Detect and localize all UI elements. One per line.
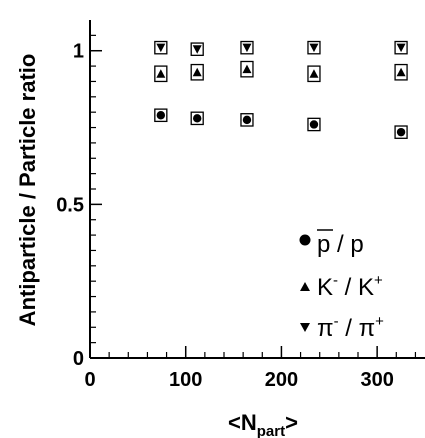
legend-label-pbar-p: p / p: [317, 231, 364, 258]
x-tick-label: 100: [169, 369, 202, 391]
plot-frame: [89, 20, 425, 359]
legend-marker-triangle-down: [300, 323, 310, 332]
point-pim_pip: [242, 43, 252, 53]
point-km_kp: [156, 69, 166, 78]
point-pbar_p: [396, 127, 406, 137]
point-pim_pip: [396, 43, 406, 53]
x-tick-label: 200: [265, 369, 298, 391]
legend-entry-pim-pip: π- / π+: [300, 313, 384, 342]
legend-km-kp-main: K: [317, 274, 333, 301]
point-km_kp: [242, 64, 252, 74]
axis-ticks: 0 100 200 300 0 0.5 1: [56, 34, 417, 391]
syst-box-km_kp: [190, 63, 204, 81]
syst-box-pim_pip: [154, 40, 168, 55]
x-tick-label: 0: [84, 369, 95, 391]
x-axis-label-sub: part: [257, 423, 285, 438]
x-axis-label-end: >: [285, 410, 298, 435]
point-pim_pip: [309, 43, 319, 53]
x-axis-label-main: <N: [228, 410, 257, 435]
point-km_kp: [309, 69, 319, 78]
legend-pim-pip-mid: / π: [339, 315, 376, 342]
syst-box-pim_pip: [240, 40, 254, 55]
legend-km-kp-mid: / K: [338, 274, 374, 301]
legend-label-pim-pip: π- / π+: [317, 313, 384, 342]
syst-box-pim_pip: [307, 40, 321, 55]
y-tick-label: 1: [73, 41, 84, 63]
syst-box-km_kp: [154, 65, 168, 83]
syst-box-pbar_p: [307, 117, 321, 132]
data-marks: [154, 40, 408, 139]
legend-entry-pbar-p: p / p: [299, 229, 364, 258]
legend-pim-pip-main: π: [317, 315, 334, 342]
y-tick-label: 0: [73, 348, 84, 370]
legend-label-km-kp: K- / K+: [317, 272, 383, 301]
point-pbar_p: [193, 114, 202, 123]
point-pbar_p: [156, 111, 166, 120]
syst-box-pbar_p: [240, 113, 254, 127]
x-axis-label: <Npart>: [228, 410, 298, 438]
syst-box-pbar_p: [394, 125, 408, 139]
syst-box-pim_pip: [190, 42, 204, 56]
point-pbar_p: [309, 120, 319, 129]
point-pim_pip: [156, 43, 166, 53]
syst-box-pbar_p: [154, 108, 168, 123]
point-pbar_p: [242, 115, 252, 125]
syst-box-km_kp: [240, 60, 254, 78]
legend-pim-pip-sup1: -: [334, 313, 339, 330]
syst-box-km_kp: [394, 63, 408, 81]
legend-km-kp-sup2: +: [374, 272, 383, 289]
syst-box-pbar_p: [190, 111, 204, 126]
y-axis-label: Antiparticle / Particle ratio: [15, 54, 40, 327]
legend-km-kp-sup1: -: [333, 272, 338, 289]
x-tick-label: 300: [360, 369, 393, 391]
syst-box-pim_pip: [394, 40, 408, 55]
legend: p / p K- / K+ π- / π+: [299, 229, 384, 342]
syst-box-km_kp: [307, 65, 321, 83]
point-pim_pip: [192, 45, 202, 54]
y-tick-label: 0.5: [56, 194, 84, 216]
point-km_kp: [396, 67, 406, 77]
point-km_kp: [192, 67, 202, 77]
legend-marker-triangle-up: [300, 282, 310, 291]
legend-pim-pip-sup2: +: [375, 313, 384, 330]
legend-entry-km-kp: K- / K+: [300, 272, 383, 301]
legend-marker-circle: [299, 234, 311, 246]
